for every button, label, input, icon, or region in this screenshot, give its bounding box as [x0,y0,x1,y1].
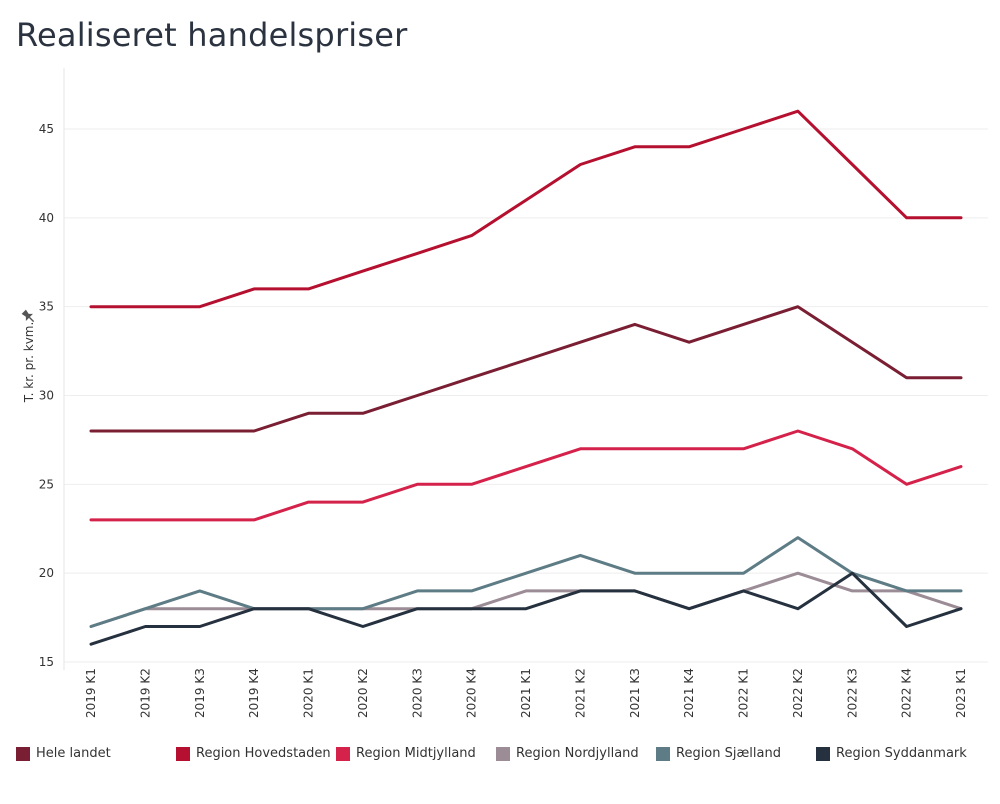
legend-label: Region Sjælland [676,746,781,761]
y-tick-label: 15 [39,655,54,669]
legend: Hele landet Region Hovedstaden Region Midt… [16,746,986,770]
y-axis-title: T. kr. pr. kvm. [22,322,36,404]
x-tick-label: 2020 K2 [356,668,370,718]
y-tick-label: 45 [39,122,54,136]
legend-swatch [336,746,350,761]
x-tick-label: 2019 K2 [138,668,152,718]
x-tick-label: 2021 K4 [682,668,696,718]
x-tick-label: 2022 K3 [845,668,859,718]
legend-item[interactable]: Region Hovedstaden [176,746,331,761]
y-axis-title-group: T. kr. pr. kvm. [20,308,37,404]
x-tick-label: 2023 K1 [954,668,968,718]
y-tick-label: 20 [39,566,54,580]
x-tick-label: 2022 K1 [737,668,751,718]
legend-item[interactable]: Region Nordjylland [496,746,639,761]
series-lines [89,109,963,646]
y-tick-label: 25 [39,477,54,491]
x-tick-label: 2022 K2 [791,668,805,718]
legend-item[interactable]: Hele landet [16,746,111,761]
y-tick-label: 35 [39,300,54,314]
legend-item[interactable]: Region Sjælland [656,746,781,761]
y-axis: 15 20 25 30 35 40 45 [39,68,65,670]
legend-swatch [496,746,510,761]
legend-swatch [816,746,830,761]
x-tick-label: 2022 K4 [900,668,914,718]
series-line-1[interactable] [89,109,963,309]
legend-item[interactable]: Region Syddanmark [816,746,967,761]
gridlines [64,128,988,663]
x-tick-label: 2019 K3 [193,668,207,718]
y-tick-label: 30 [39,389,54,403]
series-line-2[interactable] [89,429,963,522]
legend-swatch [16,746,30,761]
legend-label: Region Nordjylland [516,746,639,761]
series-line-5[interactable] [89,571,963,646]
x-tick-label: 2019 K4 [247,668,261,718]
legend-label: Region Hovedstaden [196,746,331,761]
x-tick-label: 2019 K1 [84,668,98,718]
chart-title: Realiseret handelspriser [16,16,408,54]
legend-swatch [176,746,190,761]
legend-item[interactable]: Region Midtjylland [336,746,476,761]
x-tick-label: 2020 K4 [465,668,479,718]
legend-label: Hele landet [36,746,111,761]
x-tick-label: 2021 K2 [573,668,587,718]
x-tick-label: 2020 K3 [410,668,424,718]
legend-label: Region Midtjylland [356,746,476,761]
x-tick-label: 2021 K1 [519,668,533,718]
series-line-3[interactable] [89,571,963,628]
legend-swatch [656,746,670,761]
x-tick-label: 2021 K3 [628,668,642,718]
series-line-4[interactable] [89,536,963,628]
pin-icon[interactable] [20,308,37,325]
legend-label: Region Syddanmark [836,746,967,761]
series-line-0[interactable] [89,305,963,433]
x-tick-label: 2020 K1 [302,668,316,718]
y-tick-label: 40 [39,211,54,225]
x-axis: 2019 K1 2019 K2 2019 K3 2019 K4 2020 K1 2020 … [84,668,968,718]
